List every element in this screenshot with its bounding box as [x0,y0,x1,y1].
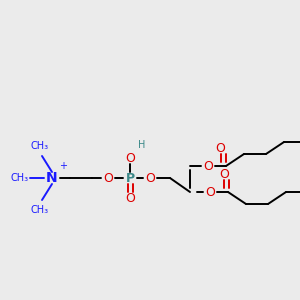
Text: O: O [125,191,135,205]
Text: CH₃: CH₃ [31,205,49,215]
Text: +: + [59,161,67,171]
Text: O: O [203,160,213,172]
Text: CH₃: CH₃ [31,141,49,151]
Text: N: N [46,171,58,185]
Text: O: O [103,172,113,184]
Text: O: O [219,167,229,181]
Text: CH₃: CH₃ [11,173,29,183]
Text: O: O [125,152,135,164]
Text: O: O [145,172,155,184]
Text: H: H [138,140,146,150]
Text: O: O [205,185,215,199]
Text: O: O [215,142,225,154]
Text: P: P [125,172,135,184]
